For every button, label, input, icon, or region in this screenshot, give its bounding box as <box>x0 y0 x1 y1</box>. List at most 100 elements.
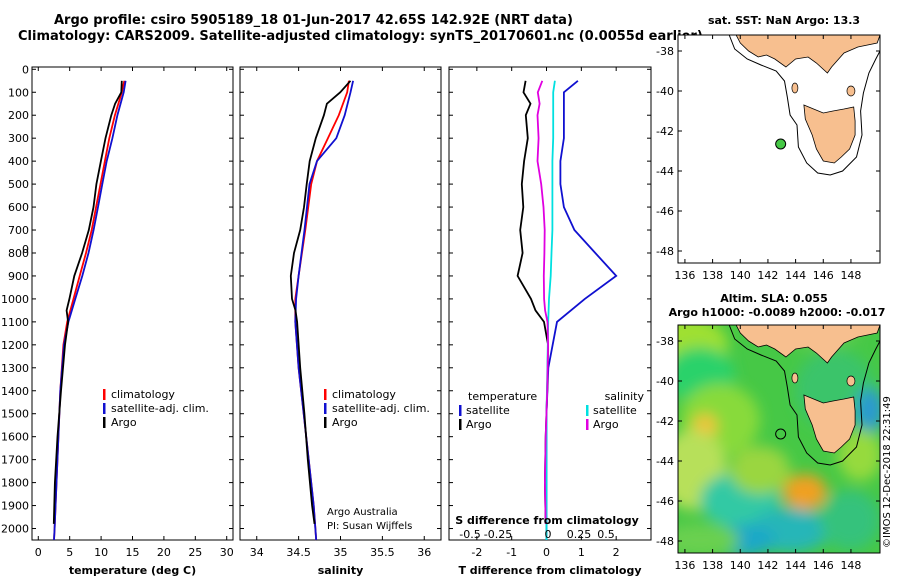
lat-tick-label: -48 <box>656 535 674 548</box>
y-tick-label: 1100 <box>1 316 29 329</box>
x-tick-label: -2 <box>471 546 482 559</box>
s-tick-label: -0.25 <box>484 528 512 541</box>
lon-tick-label: 146 <box>813 269 834 282</box>
y-tick-label: 600 <box>8 201 29 214</box>
legend-swatch <box>586 419 589 430</box>
tasmania <box>803 104 856 164</box>
plot-frame <box>239 66 442 541</box>
y-tick-label: 900 <box>8 270 29 283</box>
s-difference-label: S difference from climatology <box>455 514 639 527</box>
flinders-island <box>846 375 856 387</box>
legend-label: Argo <box>111 416 137 429</box>
legend-swatch <box>324 389 327 400</box>
annotation-line-2: PI: Susan Wijffels <box>327 521 412 532</box>
title-line-1: Argo profile: csiro 5905189_18 01-Jun-20… <box>54 13 573 28</box>
sla-title-2: Argo h1000: -0.0089 h2000: -0.017 <box>669 306 886 319</box>
mainland-australia <box>735 325 880 364</box>
y-tick-label: 1600 <box>1 431 29 444</box>
lat-tick-label: -42 <box>656 125 674 138</box>
mainland-australia <box>735 35 880 74</box>
lon-tick-label: 136 <box>674 559 695 572</box>
lat-tick-label: -44 <box>656 165 674 178</box>
map-frame <box>677 34 881 264</box>
legend-swatch <box>324 403 327 414</box>
legend-swatch <box>103 403 106 414</box>
map-body <box>678 325 880 553</box>
y-tick-label: 1400 <box>1 385 29 398</box>
legend-label: satellite <box>593 404 637 417</box>
lon-tick-label: 140 <box>730 269 751 282</box>
sla-anomaly-patch <box>838 429 880 481</box>
s-tick-label: 0.5 <box>597 528 615 541</box>
legend-label: climatology <box>111 388 175 401</box>
y-tick-label: 1800 <box>1 477 29 490</box>
s-tick-label: 0.25 <box>567 528 592 541</box>
lat-tick-label: -38 <box>656 45 674 58</box>
y-tick-label: 1300 <box>1 362 29 375</box>
x-tick-label: 0 <box>35 546 42 559</box>
y-tick-label: 200 <box>8 109 29 122</box>
series-line-climatology <box>294 80 350 541</box>
x-tick-label: 30 <box>220 546 234 559</box>
y-tick-label: 800 <box>8 247 29 260</box>
y-tick-label: 0 <box>22 243 29 256</box>
lat-tick-label: -38 <box>656 335 674 348</box>
y-tick-label: 2000 <box>1 523 29 536</box>
x-tick-label: 10 <box>94 546 108 559</box>
sla-anomaly-patch <box>820 490 880 550</box>
legend-swatch <box>103 417 106 428</box>
x-tick-label: 35.5 <box>370 546 395 559</box>
series-line-satellite-adj-clim- <box>294 80 354 541</box>
x-axis-label: T difference from climatology <box>458 564 641 577</box>
y-tick-label: 1500 <box>1 408 29 421</box>
panel-difference: -2 -1 0 1 2 T difference from climatology temp… <box>448 66 652 577</box>
legend-label: climatology <box>332 388 396 401</box>
sla-anomaly-patch <box>783 474 827 510</box>
lat-tick-label: -46 <box>656 205 674 218</box>
legend-swatch <box>586 405 589 416</box>
argo-float-marker <box>775 428 787 440</box>
legend-swatch <box>324 417 327 428</box>
lon-tick-label: 138 <box>702 269 723 282</box>
sla-anomaly-patch <box>678 524 740 553</box>
x-axis-label: temperature (deg C) <box>69 564 196 577</box>
y-tick-label: 700 <box>8 224 29 237</box>
king-island <box>791 82 799 94</box>
lat-tick-label: -40 <box>656 85 674 98</box>
shelf-contour <box>728 325 880 466</box>
map-body <box>678 35 880 263</box>
x-tick-label: 36 <box>417 546 431 559</box>
x-axis-label: salinity <box>318 564 364 577</box>
series-line-s-satellite <box>545 80 556 540</box>
legend-title-salinity: salinity <box>605 390 645 403</box>
map-sla_map: 136 138 140 142 144 146 148 -38 -40 -42 -44 -46 -48 <box>656 324 881 572</box>
lon-tick-label: 142 <box>757 269 778 282</box>
s-tick-label: 0 <box>545 528 552 541</box>
plot-frame <box>31 66 234 541</box>
x-tick-label: 1 <box>578 546 585 559</box>
lon-tick-label: 140 <box>730 559 751 572</box>
y-tick-label: 1900 <box>1 500 29 513</box>
legend-label: Argo <box>332 416 358 429</box>
y-tick-label: 1000 <box>1 293 29 306</box>
sst-map-title: sat. SST: NaN Argo: 13.3 <box>708 14 860 27</box>
legend-swatch <box>459 405 462 416</box>
panel-salinity: 34 34.5 35 35.5 36 salinity climatologysatelli… <box>239 66 442 577</box>
map-frame <box>677 324 881 554</box>
x-tick-label: 35 <box>334 546 348 559</box>
legend-swatch <box>103 389 106 400</box>
sla-title-1: Altim. SLA: 0.055 <box>720 292 827 305</box>
map-sst_map: 136 138 140 142 144 146 148 -38 -40 -42 -44 -46 -48 <box>656 34 881 282</box>
lat-tick-label: -48 <box>656 245 674 258</box>
series-line-climatology <box>53 80 126 541</box>
x-tick-label: 5 <box>66 546 73 559</box>
x-tick-label: 34.5 <box>286 546 311 559</box>
x-tick-label: 15 <box>126 546 140 559</box>
legend-label: satellite <box>466 404 510 417</box>
y-tick-label: 400 <box>8 155 29 168</box>
legend-label: Argo <box>466 418 492 431</box>
flinders-island <box>846 85 856 97</box>
argo-float-marker <box>775 138 787 150</box>
lon-tick-label: 136 <box>674 269 695 282</box>
